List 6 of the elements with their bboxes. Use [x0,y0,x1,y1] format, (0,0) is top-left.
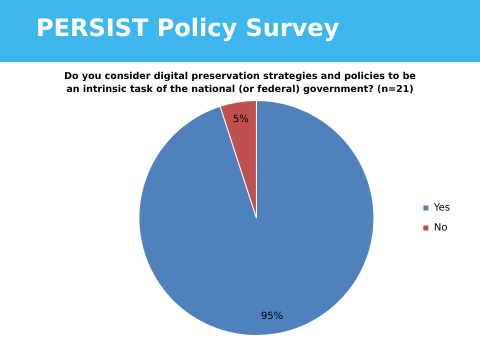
data-label: 95% [260,311,284,322]
legend-label: No [434,222,448,234]
chart-subtitle: Do you consider digital preservation strategies and policies to be an intrinsic task of the national (or federal) government? (n=21) [63,70,417,96]
legend-label: Yes [432,202,450,214]
chart-title: PERSIST Policy Survey [36,14,340,42]
data-label: 5% [232,114,249,125]
